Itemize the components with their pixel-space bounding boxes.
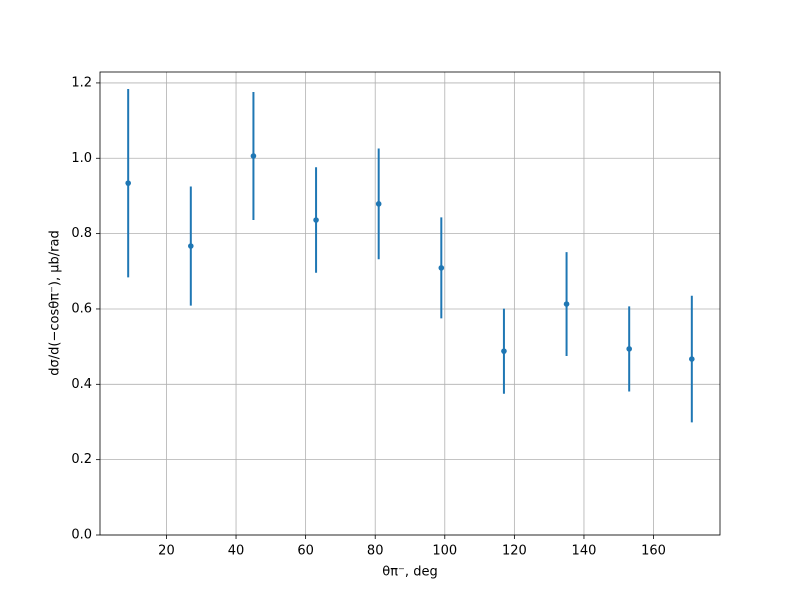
- y-tick-label: 0.4: [71, 377, 92, 392]
- plot-frame: [99, 71, 721, 536]
- x-axis-label: θπ⁻, deg: [382, 565, 437, 580]
- x-tick-label: 140: [572, 544, 597, 559]
- data-point: [313, 217, 319, 223]
- x-tick-label: 20: [158, 544, 175, 559]
- x-tick-label: 100: [432, 544, 457, 559]
- y-tick-label: 1.0: [71, 151, 92, 166]
- data-point: [250, 153, 257, 159]
- x-tick-label: 160: [641, 544, 666, 559]
- data-point: [375, 201, 382, 207]
- data-point: [689, 356, 695, 362]
- data-point: [626, 346, 632, 352]
- y-axis-label: dσ/d(−cosθπ⁻), μb/rad: [48, 230, 63, 375]
- x-tick-label: 40: [228, 544, 245, 559]
- y-tick-label: 1.2: [71, 75, 92, 90]
- y-tick-label: 0.2: [71, 452, 92, 467]
- data-point: [563, 301, 570, 307]
- data-point: [438, 265, 445, 271]
- y-tick-label: 0.8: [71, 226, 92, 241]
- data-point: [188, 243, 194, 249]
- data-point: [125, 180, 131, 186]
- y-tick-label: 0.6: [71, 301, 92, 316]
- data-point: [501, 348, 507, 354]
- x-tick-label: 60: [297, 544, 314, 559]
- x-tick-label: 80: [367, 544, 384, 559]
- x-tick-label: 120: [502, 544, 527, 559]
- y-tick-label: 0.0: [71, 528, 92, 543]
